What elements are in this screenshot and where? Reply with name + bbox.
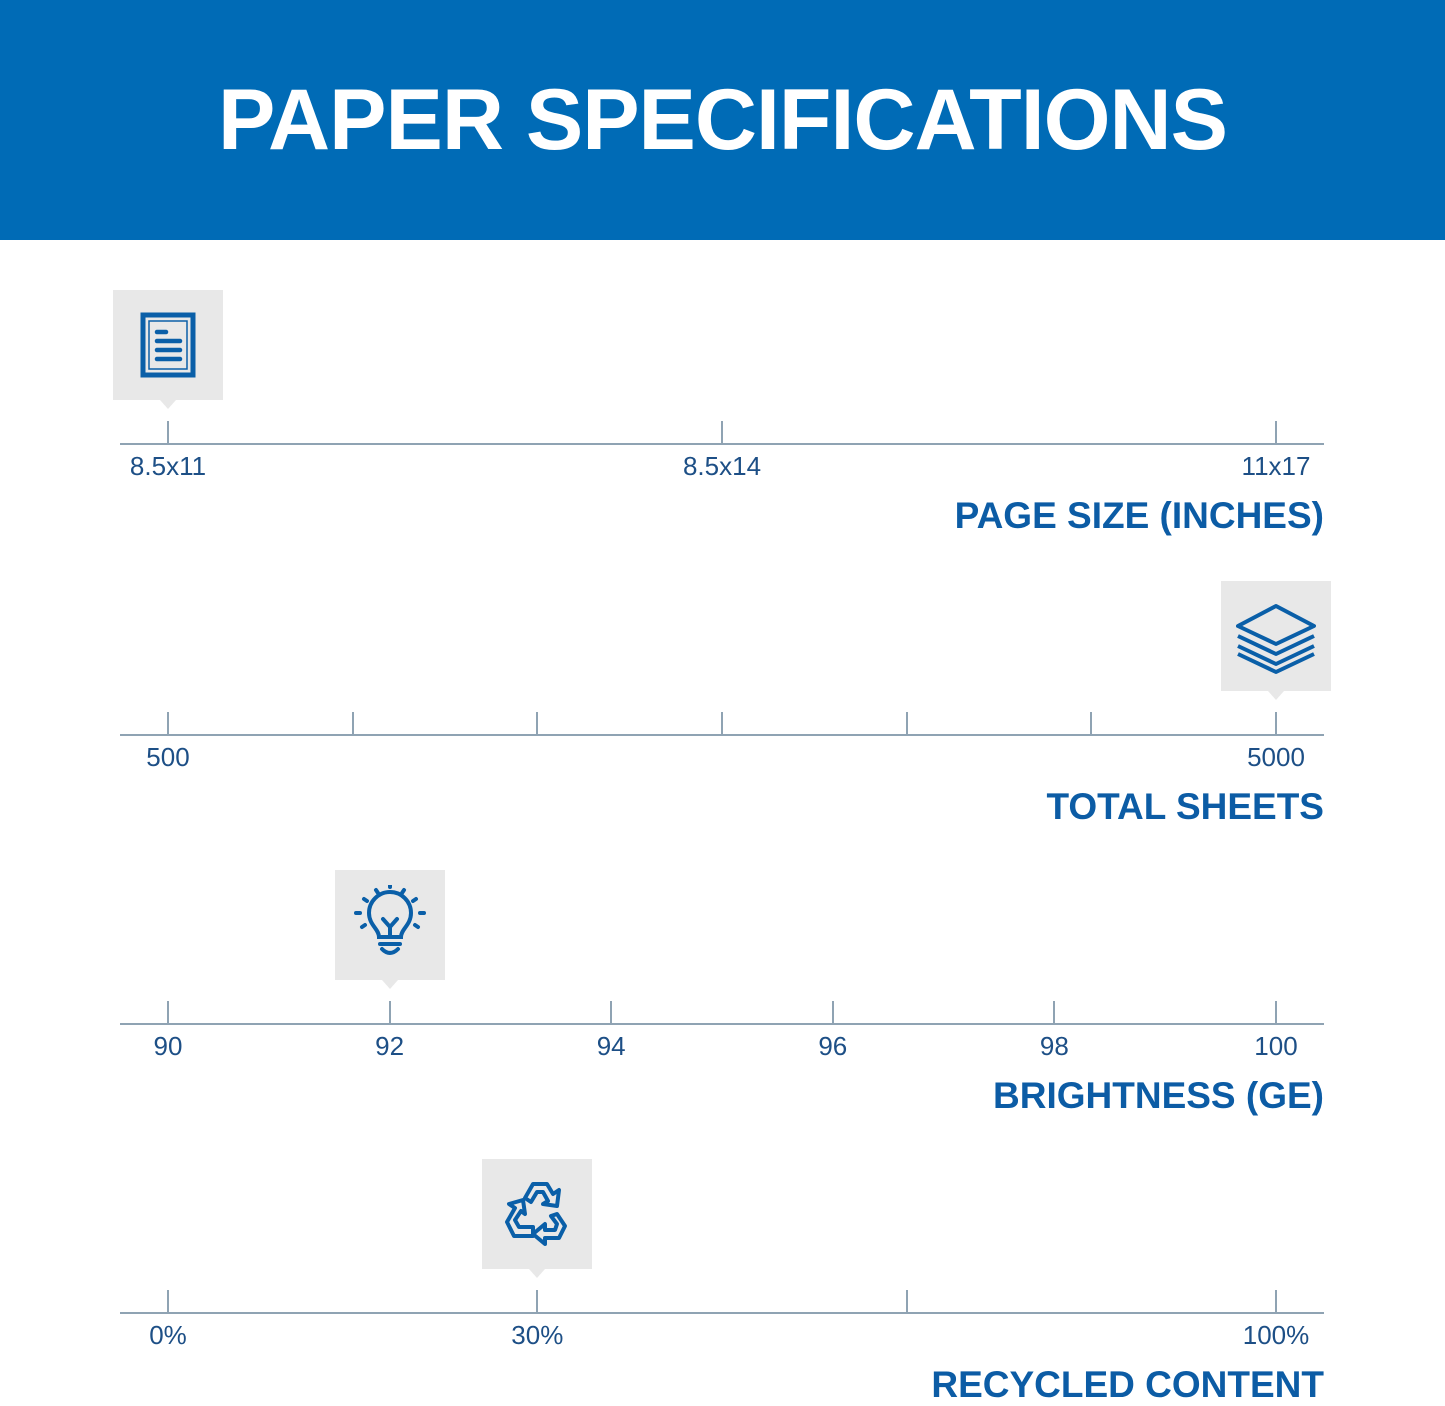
scale-title: PAGE SIZE (INCHES) xyxy=(954,495,1324,536)
tick-label: 90 xyxy=(153,1031,183,1061)
tick-label: 96 xyxy=(818,1031,848,1061)
axis-tick xyxy=(610,1001,613,1023)
scale-title: BRIGHTNESS (GE) xyxy=(993,1075,1324,1116)
axis-line xyxy=(120,734,1324,736)
tick-label: 11x17 xyxy=(1241,451,1311,481)
tick-label: 5000 xyxy=(1247,742,1305,772)
axis-line xyxy=(120,1312,1324,1314)
axis-line xyxy=(120,443,1324,445)
value-marker xyxy=(482,1159,593,1278)
axis-tick xyxy=(536,1290,539,1312)
tick-label: 500 xyxy=(146,742,190,772)
tick-label: 30% xyxy=(511,1320,564,1350)
axis-tick xyxy=(388,1001,391,1023)
header-banner: PAPER SPECIFICATIONS xyxy=(0,0,1445,240)
axis-tick xyxy=(1275,421,1277,443)
tick-label: 98 xyxy=(1039,1031,1069,1061)
axis-tick xyxy=(1090,712,1093,734)
axis-tick xyxy=(905,712,908,734)
tick-label: 8.5x11 xyxy=(129,451,207,481)
axis-tick xyxy=(1275,1290,1277,1312)
axis-tick xyxy=(167,712,169,734)
tick-label: 100 xyxy=(1254,1031,1298,1061)
axis-tick xyxy=(1053,1001,1056,1023)
scale-title: TOTAL SHEETS xyxy=(1046,786,1324,827)
axis-tick xyxy=(1275,712,1277,734)
value-marker xyxy=(1221,581,1331,700)
tick-label: 94 xyxy=(596,1031,626,1061)
axis-tick xyxy=(167,1001,169,1023)
tick-label: 92 xyxy=(375,1031,405,1061)
axis-tick xyxy=(536,712,539,734)
tick-label: 0% xyxy=(149,1320,187,1350)
axis-tick xyxy=(167,1290,169,1312)
axis-tick xyxy=(167,421,169,443)
axis-tick xyxy=(1275,1001,1277,1023)
scale-title: RECYCLED CONTENT xyxy=(931,1364,1324,1405)
tick-label: 100% xyxy=(1242,1320,1310,1350)
value-marker xyxy=(334,870,445,989)
axis-tick xyxy=(721,712,723,734)
page-title: PAPER SPECIFICATIONS xyxy=(218,72,1228,168)
axis-tick xyxy=(905,1290,908,1312)
tick-label: 8.5x14 xyxy=(682,451,762,481)
value-marker xyxy=(113,290,223,409)
axis-line xyxy=(120,1023,1324,1025)
axis-tick xyxy=(721,421,723,443)
axis-tick xyxy=(351,712,354,734)
axis-tick xyxy=(831,1001,834,1023)
